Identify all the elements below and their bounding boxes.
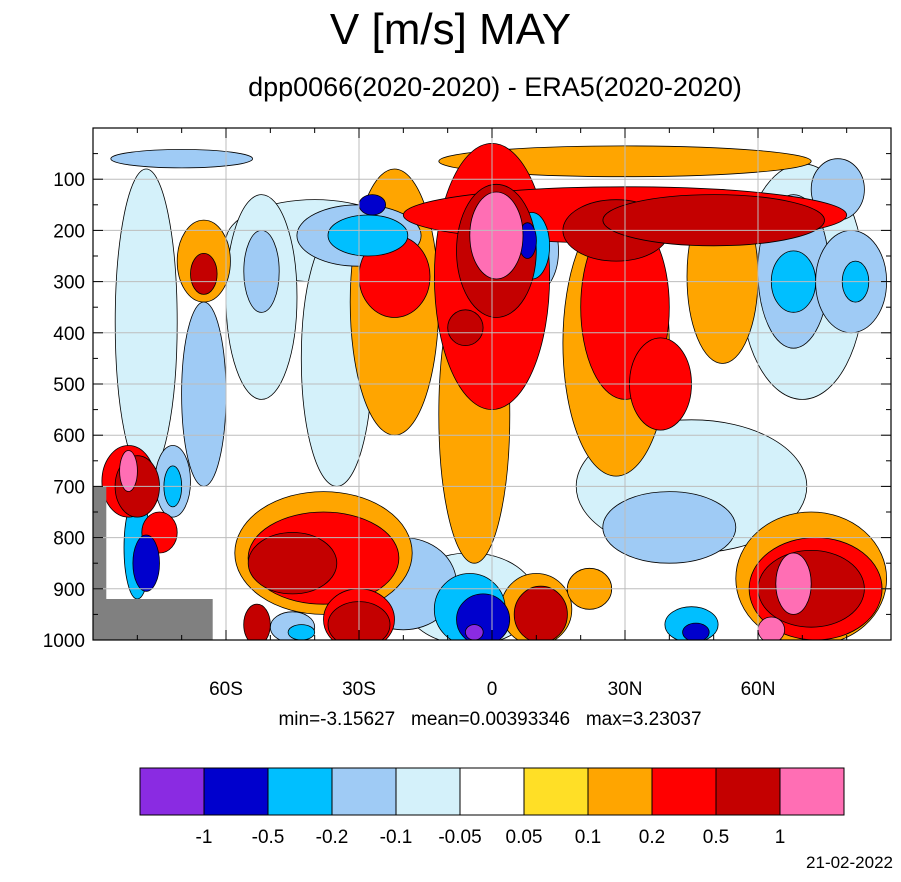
contour-region	[757, 616, 785, 640]
colorbar-swatch	[203, 767, 269, 816]
colorbar-label: -0.2	[316, 827, 349, 848]
contour-region	[181, 301, 227, 487]
y-tick-label: 500	[53, 375, 85, 396]
x-tick-label: 60N	[741, 679, 776, 700]
contour-region	[110, 149, 253, 169]
contour-region	[682, 622, 710, 640]
y-tick-label: 100	[53, 170, 85, 191]
y-tick-label: 200	[53, 221, 85, 242]
y-tick-label: 700	[53, 477, 85, 498]
y-tick-label: 800	[53, 529, 85, 550]
colorbar-swatch	[587, 767, 653, 816]
y-tick-label: 600	[53, 426, 85, 447]
colorbar-label: 1	[775, 827, 786, 848]
colorbar-swatch	[459, 767, 525, 816]
contour-region	[114, 168, 178, 477]
masked-terrain	[93, 486, 213, 640]
colorbar-label: -0.5	[252, 827, 285, 848]
colorbar-swatch	[139, 767, 205, 816]
colorbar-label: 0.1	[575, 827, 601, 848]
contour-region	[602, 194, 825, 247]
contour-region	[243, 229, 280, 313]
contour-region	[190, 252, 218, 295]
colorbar-label: 0.05	[506, 827, 543, 848]
contour-region	[287, 624, 316, 640]
colorbar-swatch	[395, 767, 461, 816]
colorbar-label: -0.05	[438, 827, 481, 848]
y-tick-label: 400	[53, 324, 85, 345]
y-tick-label: 300	[53, 273, 85, 294]
colorbar-swatch	[779, 767, 845, 816]
colorbar-swatch	[267, 767, 333, 816]
x-tick-label: 0	[487, 679, 498, 700]
colorbar: -1 -0.5 -0.2 -0.1 -0.05 0.05 0.1 0.2 0.5 1	[139, 767, 845, 848]
contour-region	[602, 491, 737, 564]
contour-region	[775, 552, 812, 615]
contour-region	[513, 585, 568, 640]
contour-region	[243, 603, 271, 640]
x-tick-label: 30S	[342, 679, 376, 700]
colorbar-swatch	[331, 767, 397, 816]
contour-region	[327, 214, 409, 257]
plot-title: V [m/s] MAY	[329, 5, 572, 54]
y-tick-label: 1000	[43, 631, 85, 652]
x-tick-label: 60S	[209, 679, 243, 700]
contour-region	[119, 450, 138, 492]
colorbar-swatch	[715, 767, 781, 816]
x-tick-label: 30N	[608, 679, 643, 700]
colorbar-swatch	[651, 767, 717, 816]
contour-region	[447, 309, 484, 347]
contour-region	[465, 624, 484, 640]
date-stamp: 21-02-2022	[806, 853, 893, 872]
contour-region	[456, 593, 511, 640]
colorbar-label: 0.5	[703, 827, 729, 848]
contour-region	[358, 194, 387, 216]
colorbar-label: -0.1	[380, 827, 413, 848]
contour-region	[469, 191, 524, 280]
colorbar-label: 0.2	[639, 827, 665, 848]
colorbar-label: -1	[196, 827, 213, 848]
plot-subtitle: dpp0066(2020-2020) - ERA5(2020-2020)	[248, 72, 742, 102]
stats-line: min=-3.15627 mean=0.00393346 max=3.23037	[278, 709, 702, 730]
gridlines	[93, 128, 891, 640]
contour-region	[247, 532, 338, 595]
colorbar-swatch	[523, 767, 589, 816]
y-tick-label: 900	[53, 580, 85, 601]
contour-region	[132, 534, 160, 592]
axes: 60S 30S 0 30N 60N 100 200 300 400 500 600 700 800 900…	[43, 127, 892, 700]
